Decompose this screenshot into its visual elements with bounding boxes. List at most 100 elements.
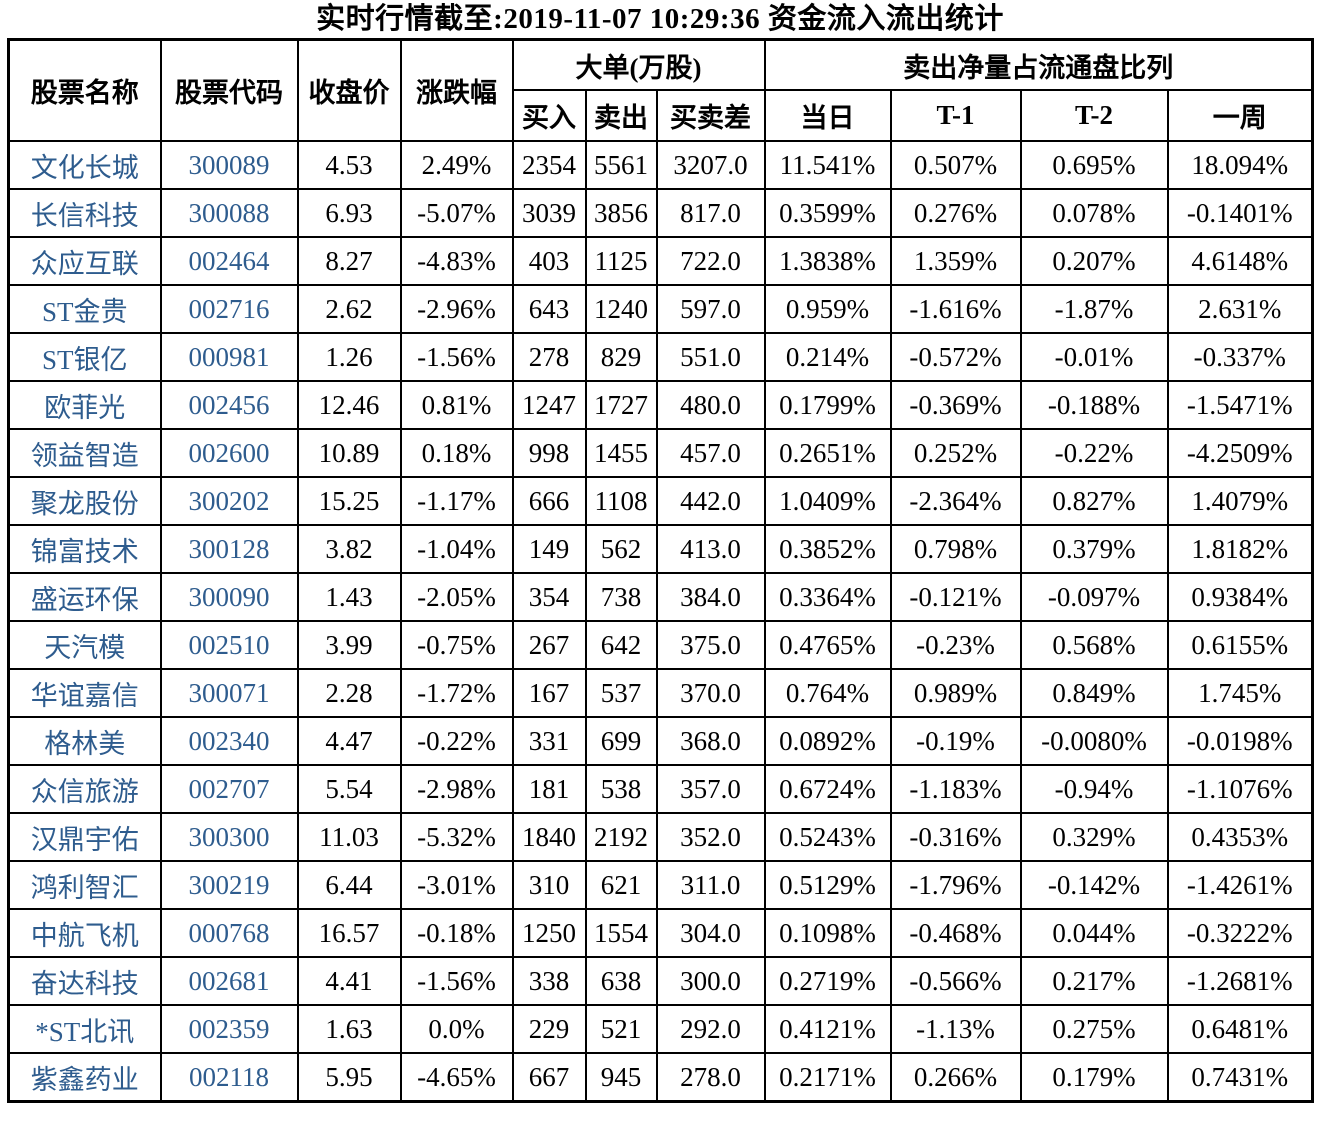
change-pct-cell: -0.18% (399, 908, 514, 958)
buy-volume-cell: 331 (511, 716, 587, 766)
ratio-t1-cell: -1.13% (889, 1004, 1022, 1054)
ratio-today-cell: 0.1098% (763, 908, 892, 958)
stock-code-cell[interactable]: 300090 (159, 572, 299, 622)
sell-volume-cell: 537 (584, 668, 658, 718)
sell-volume-cell: 1554 (584, 908, 658, 958)
stock-code-cell[interactable]: 002118 (159, 1052, 299, 1103)
change-pct-cell: -2.96% (399, 284, 514, 334)
change-pct-cell: -4.83% (399, 236, 514, 286)
close-price-cell: 4.41 (296, 956, 402, 1006)
ratio-t1-cell: -1.183% (889, 764, 1022, 814)
stock-name-cell[interactable]: 华谊嘉信 (7, 668, 162, 718)
col-header-stock-code: 股票代码 (159, 38, 299, 142)
stock-code-cell[interactable]: 002716 (159, 284, 299, 334)
stock-code-cell[interactable]: 002464 (159, 236, 299, 286)
ratio-today-cell: 0.3852% (763, 524, 892, 574)
stock-name-cell[interactable]: *ST北讯 (7, 1004, 162, 1054)
ratio-t1-cell: -1.796% (889, 860, 1022, 910)
ratio-week-cell: -0.0198% (1166, 716, 1314, 766)
stock-code-cell[interactable]: 300202 (159, 476, 299, 526)
stock-code-cell[interactable]: 300128 (159, 524, 299, 574)
stock-name-cell[interactable]: 锦富技术 (7, 524, 162, 574)
ratio-t2-cell: 0.695% (1019, 140, 1169, 190)
stock-name-cell[interactable]: 众应互联 (7, 236, 162, 286)
stock-code-cell[interactable]: 002707 (159, 764, 299, 814)
col-header-close-price: 收盘价 (296, 38, 402, 142)
table-header: 股票名称 股票代码 收盘价 涨跌幅 大单(万股) 卖出净量占流通盘比列 买入 卖… (7, 38, 1314, 142)
sell-volume-cell: 945 (584, 1052, 658, 1103)
close-price-cell: 11.03 (296, 812, 402, 862)
stock-code-cell[interactable]: 002681 (159, 956, 299, 1006)
stock-code-cell[interactable]: 000768 (159, 908, 299, 958)
buy-volume-cell: 1840 (511, 812, 587, 862)
stock-name-cell[interactable]: 文化长城 (7, 140, 162, 190)
close-price-cell: 5.95 (296, 1052, 402, 1103)
ratio-today-cell: 11.541% (763, 140, 892, 190)
stock-name-cell[interactable]: 天汽模 (7, 620, 162, 670)
change-pct-cell: -5.32% (399, 812, 514, 862)
buy-volume-cell: 354 (511, 572, 587, 622)
stock-code-cell[interactable]: 002600 (159, 428, 299, 478)
stock-name-cell[interactable]: 聚龙股份 (7, 476, 162, 526)
close-price-cell: 8.27 (296, 236, 402, 286)
stock-code-cell[interactable]: 300089 (159, 140, 299, 190)
sell-volume-cell: 1240 (584, 284, 658, 334)
ratio-today-cell: 0.0892% (763, 716, 892, 766)
ratio-t1-cell: -0.121% (889, 572, 1022, 622)
ratio-week-cell: 1.745% (1166, 668, 1314, 718)
stock-name-cell[interactable]: 奋达科技 (7, 956, 162, 1006)
ratio-t1-cell: -0.19% (889, 716, 1022, 766)
table-row: 盛运环保 300090 1.43 -2.05% 354 738 384.0 0.3364% -0… (7, 572, 1314, 622)
stock-code-cell[interactable]: 002359 (159, 1004, 299, 1054)
buy-volume-cell: 229 (511, 1004, 587, 1054)
stock-name-cell[interactable]: 格林美 (7, 716, 162, 766)
stock-name-cell[interactable]: 鸿利智汇 (7, 860, 162, 910)
ratio-today-cell: 1.0409% (763, 476, 892, 526)
stock-name-cell[interactable]: ST金贵 (7, 284, 162, 334)
ratio-t1-cell: 0.507% (889, 140, 1022, 190)
page-title: 实时行情截至:2019-11-07 10:29:36 资金流入流出统计 (316, 3, 1004, 35)
sell-volume-cell: 1727 (584, 380, 658, 430)
stock-code-cell[interactable]: 002456 (159, 380, 299, 430)
buy-volume-cell: 310 (511, 860, 587, 910)
col-header-week: 一周 (1166, 89, 1314, 142)
table-row: 欧菲光 002456 12.46 0.81% 1247 1727 480.0 0.1799% -… (7, 380, 1314, 430)
change-pct-cell: -1.72% (399, 668, 514, 718)
ratio-t1-cell: -0.566% (889, 956, 1022, 1006)
stock-code-cell[interactable]: 300300 (159, 812, 299, 862)
stock-name-cell[interactable]: 紫鑫药业 (7, 1052, 162, 1103)
sell-volume-cell: 538 (584, 764, 658, 814)
buy-volume-cell: 2354 (511, 140, 587, 190)
close-price-cell: 4.47 (296, 716, 402, 766)
ratio-t2-cell: -0.22% (1019, 428, 1169, 478)
change-pct-cell: -1.56% (399, 332, 514, 382)
stock-name-cell[interactable]: 欧菲光 (7, 380, 162, 430)
buy-volume-cell: 403 (511, 236, 587, 286)
buy-sell-diff-cell: 384.0 (655, 572, 766, 622)
ratio-today-cell: 0.5129% (763, 860, 892, 910)
buy-volume-cell: 1247 (511, 380, 587, 430)
stock-name-cell[interactable]: 中航飞机 (7, 908, 162, 958)
buy-sell-diff-cell: 480.0 (655, 380, 766, 430)
table-row: 汉鼎宇佑 300300 11.03 -5.32% 1840 2192 352.0 0.5243… (7, 812, 1314, 862)
stock-name-cell[interactable]: 众信旅游 (7, 764, 162, 814)
stock-code-cell[interactable]: 300071 (159, 668, 299, 718)
stock-name-cell[interactable]: ST银亿 (7, 332, 162, 382)
ratio-t1-cell: -0.572% (889, 332, 1022, 382)
stock-code-cell[interactable]: 002340 (159, 716, 299, 766)
ratio-week-cell: -1.4261% (1166, 860, 1314, 910)
col-header-t1: T-1 (889, 89, 1022, 142)
stock-name-cell[interactable]: 领益智造 (7, 428, 162, 478)
buy-sell-diff-cell: 357.0 (655, 764, 766, 814)
sell-volume-cell: 5561 (584, 140, 658, 190)
stock-code-cell[interactable]: 300219 (159, 860, 299, 910)
stock-name-cell[interactable]: 长信科技 (7, 188, 162, 238)
stock-name-cell[interactable]: 汉鼎宇佑 (7, 812, 162, 862)
close-price-cell: 1.43 (296, 572, 402, 622)
stock-code-cell[interactable]: 000981 (159, 332, 299, 382)
ratio-t2-cell: 0.275% (1019, 1004, 1169, 1054)
stock-code-cell[interactable]: 002510 (159, 620, 299, 670)
ratio-t2-cell: -0.142% (1019, 860, 1169, 910)
stock-name-cell[interactable]: 盛运环保 (7, 572, 162, 622)
stock-code-cell[interactable]: 300088 (159, 188, 299, 238)
